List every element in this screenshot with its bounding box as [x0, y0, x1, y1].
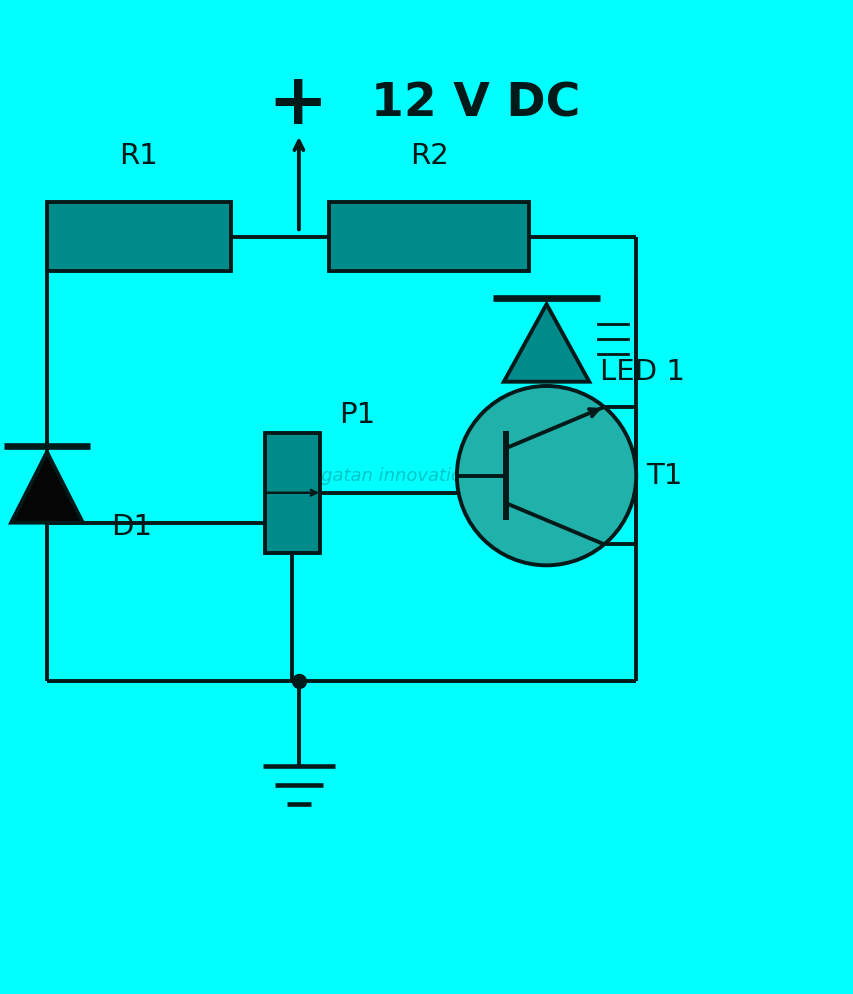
Bar [328, 203, 529, 270]
Text: R2: R2 [409, 142, 448, 170]
Text: T1: T1 [646, 461, 682, 490]
Text: LED 1: LED 1 [599, 358, 684, 386]
Text: +: + [267, 70, 327, 138]
Polygon shape [503, 304, 589, 382]
Bar [47, 203, 230, 270]
Text: swagatan innovations: swagatan innovations [286, 466, 482, 485]
Text: 12 V DC: 12 V DC [371, 82, 580, 126]
Bar [264, 433, 320, 553]
Polygon shape [11, 452, 83, 523]
Text: D1: D1 [111, 513, 152, 541]
Circle shape [457, 387, 635, 565]
Text: P1: P1 [339, 401, 375, 428]
Text: R1: R1 [119, 142, 158, 170]
